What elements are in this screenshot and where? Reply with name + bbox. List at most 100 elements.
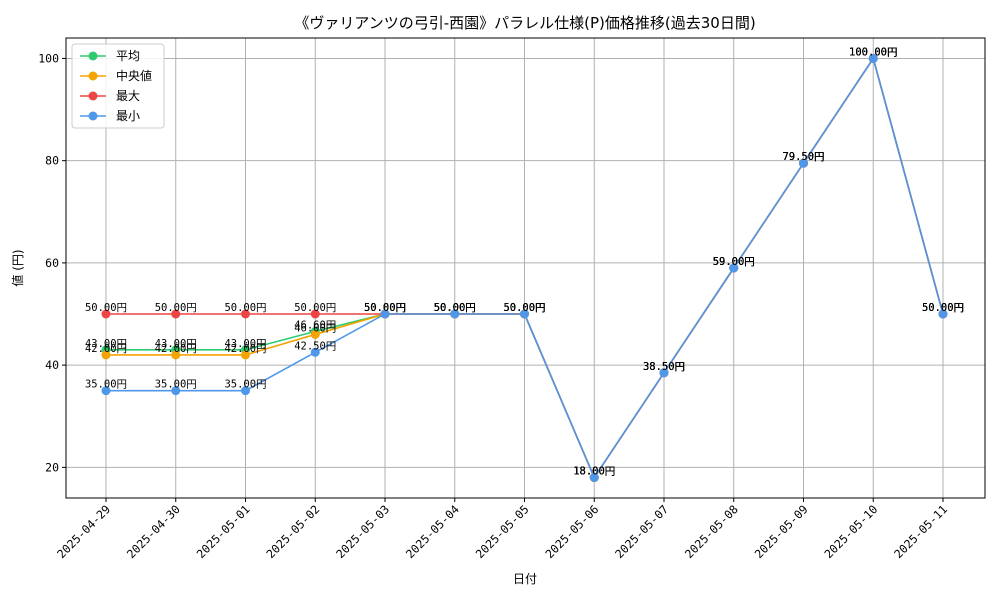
data-label: 43.00円	[85, 338, 127, 350]
data-label: 50.00円	[922, 302, 964, 314]
legend-box	[71, 43, 165, 129]
data-point	[241, 309, 250, 319]
data-label: 38.50円	[643, 361, 685, 373]
y-tick-label: 60	[45, 256, 59, 270]
data-label: 50.00円	[294, 302, 336, 314]
data-label: 50.00円	[434, 302, 476, 314]
data-label: 59.00円	[713, 256, 755, 268]
data-label: 50.00円	[434, 302, 476, 314]
data-label: 50.00円	[503, 302, 545, 314]
data-point	[171, 386, 181, 396]
data-label: 50.00円	[434, 302, 476, 314]
data-label: 50.00円	[224, 302, 266, 314]
data-label: 42.00円	[155, 343, 197, 355]
data-label: 50.00円	[922, 302, 964, 314]
data-label: 50.00円	[503, 302, 545, 314]
data-label: 50.00円	[155, 302, 197, 314]
y-axis-ticks: 20 40 60 80 100	[38, 51, 66, 474]
data-point	[310, 329, 320, 339]
legend-marker	[88, 91, 98, 101]
data-label: 35.00円	[85, 379, 127, 391]
data-point	[241, 386, 250, 396]
data-label: 43.00円	[155, 338, 197, 350]
data-point	[241, 350, 250, 360]
plot-frame	[65, 37, 986, 499]
data-point	[450, 309, 460, 319]
data-label: 50.00円	[922, 302, 964, 314]
data-point	[659, 368, 669, 378]
data-label: 38.50円	[643, 361, 685, 373]
y-tick-label: 80	[45, 154, 59, 168]
data-label: 100.00円	[849, 46, 897, 58]
legend-label: 最小	[116, 109, 140, 123]
y-tick-label: 20	[45, 460, 59, 474]
data-point	[729, 263, 739, 273]
data-label: 50.00円	[922, 302, 964, 314]
data-label: 100.00円	[849, 46, 897, 58]
legend-item: 中央値	[80, 68, 152, 83]
data-point	[799, 158, 808, 168]
data-label: 43.00円	[224, 338, 266, 350]
data-label: 50.00円	[85, 302, 127, 314]
legend-label: 最大	[116, 89, 140, 103]
data-point	[380, 309, 390, 319]
data-label: 79.50円	[782, 151, 824, 163]
legend-label: 中央値	[116, 68, 152, 83]
data-point	[520, 309, 529, 319]
data-label: 42.00円	[224, 343, 266, 355]
data-point	[101, 386, 111, 396]
data-point	[171, 309, 181, 319]
data-label: 100.00円	[849, 46, 897, 58]
data-label: 42.50円	[294, 340, 336, 352]
legend-item: 最小	[80, 109, 140, 123]
x-axis-label: 日付	[513, 572, 537, 586]
chart-title: 《ヴァリアンツの弓引-西園》パラレル仕様(P)価格推移(過去30日間)	[294, 14, 755, 32]
legend-item: 最大	[80, 89, 140, 103]
data-label: 79.50円	[782, 151, 824, 163]
series-3: 35.00円 35.00円 35.00円 42.50円 50.00円 50.00円 50.0…	[85, 46, 964, 483]
data-point	[310, 309, 320, 319]
data-label: 79.50円	[782, 151, 824, 163]
data-label: 50.00円	[364, 302, 406, 314]
legend-marker	[88, 51, 98, 61]
data-label: 18.00円	[573, 466, 615, 478]
data-label: 18.00円	[573, 466, 615, 478]
data-point	[101, 309, 111, 319]
data-label: 38.50円	[643, 361, 685, 373]
data-label: 46.60円	[294, 319, 336, 331]
data-label: 50.00円	[503, 302, 545, 314]
data-point	[310, 347, 320, 357]
data-label: 35.00円	[155, 379, 197, 391]
data-label: 59.00円	[713, 256, 755, 268]
data-label: 18.00円	[573, 466, 615, 478]
data-point	[868, 53, 878, 63]
data-label: 100.00円	[849, 46, 897, 58]
legend-marker	[88, 111, 98, 121]
data-point	[938, 309, 948, 319]
y-tick-label: 40	[45, 358, 59, 372]
data-label: 50.00円	[364, 302, 406, 314]
data-label: 38.50円	[643, 361, 685, 373]
data-point	[171, 350, 181, 360]
legend-item: 平均	[80, 49, 140, 63]
legend-marker	[88, 71, 98, 81]
y-axis-label: 値 (円)	[10, 249, 25, 286]
series-layer: 43.00円 43.00円 43.00円 46.60円 50.00円 50.00円 50.0…	[85, 46, 964, 483]
data-point	[101, 350, 111, 360]
data-label: 46.00円	[294, 322, 336, 334]
data-label: 42.00円	[85, 343, 127, 355]
data-label: 50.00円	[364, 302, 406, 314]
data-label: 79.50円	[782, 151, 824, 163]
data-label: 59.00円	[713, 256, 755, 268]
data-label: 50.00円	[434, 302, 476, 314]
data-label: 59.00円	[713, 256, 755, 268]
legend-label: 平均	[116, 49, 140, 63]
data-label: 50.00円	[503, 302, 545, 314]
data-point	[589, 473, 599, 483]
y-tick-label: 100	[38, 51, 59, 65]
data-label: 35.00円	[224, 379, 266, 391]
data-label: 50.00円	[364, 302, 406, 314]
